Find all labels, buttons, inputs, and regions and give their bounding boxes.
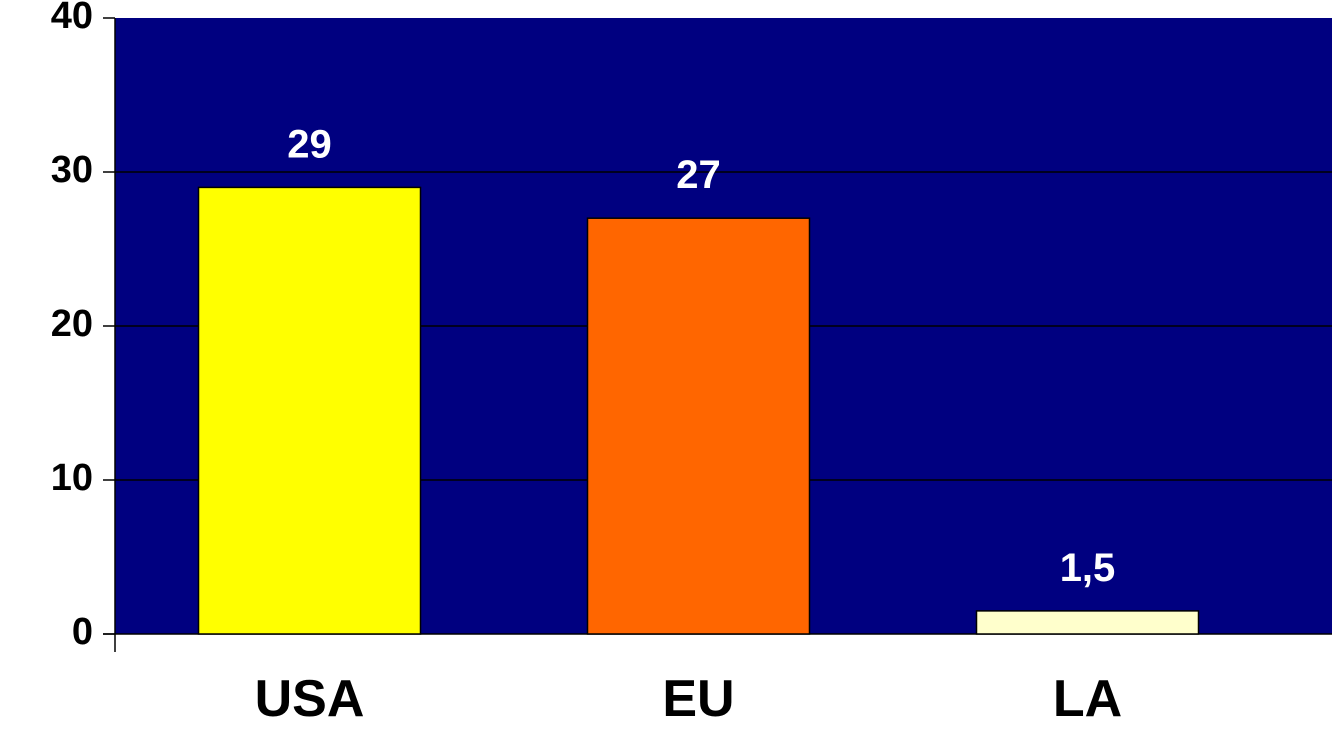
category-label-usa: USA [255, 670, 365, 726]
value-label-la: 1,5 [1060, 546, 1116, 590]
bar-la [975, 610, 1200, 635]
value-label-eu: 27 [676, 153, 721, 197]
category-label-la: LA [1053, 670, 1122, 726]
value-label-usa: 29 [287, 122, 332, 166]
bar-eu [586, 217, 811, 635]
y-tick-label: 10 [51, 457, 93, 499]
bars [197, 186, 1200, 635]
y-tick-label: 20 [51, 303, 93, 345]
category-label-eu: EU [662, 670, 734, 726]
bar-usa [197, 186, 422, 635]
y-tick-label: 30 [51, 149, 93, 191]
labels: 0 10 20 30 40 29 USA 27 EU 1,5 LA [51, 0, 1122, 728]
y-tick-label: 0 [72, 611, 93, 653]
y-tick-label: 40 [51, 0, 93, 37]
